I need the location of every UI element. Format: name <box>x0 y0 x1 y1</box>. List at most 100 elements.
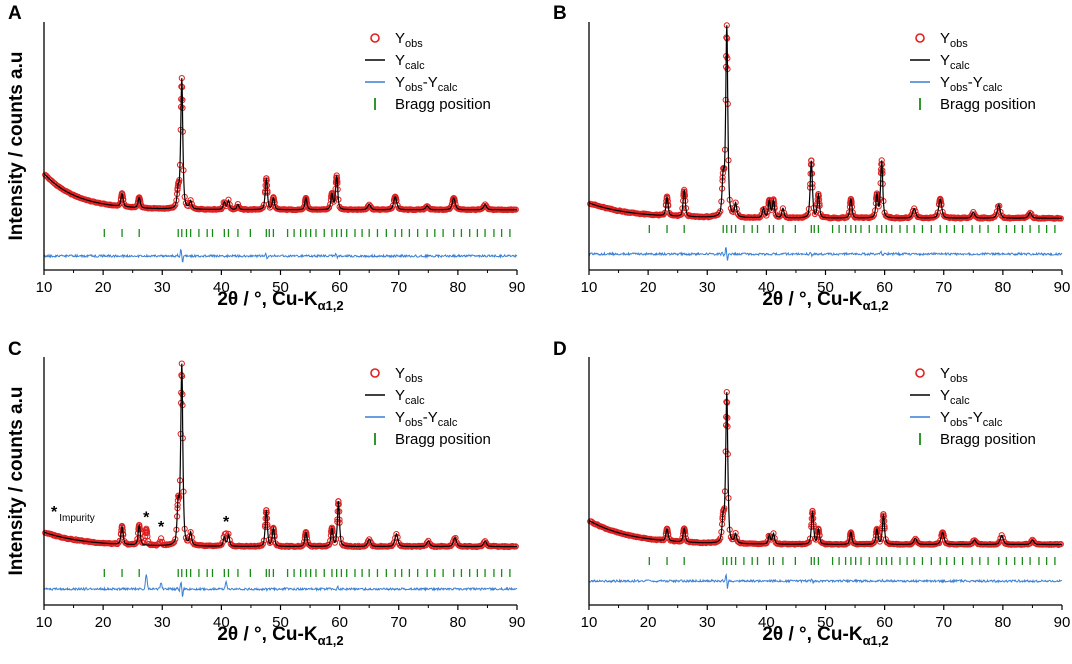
observed-point <box>158 535 165 542</box>
observed-point <box>143 530 151 537</box>
text-span: obs <box>405 373 423 385</box>
observed-data-series <box>587 389 1064 549</box>
text-span: Y <box>395 387 405 404</box>
x-tick-label: 40 <box>213 614 230 631</box>
impurity-marker: * <box>158 519 165 536</box>
observed-point <box>259 541 266 548</box>
x-tick-label: 20 <box>95 279 112 296</box>
observed-point <box>143 527 150 534</box>
text-span: Y <box>940 365 950 382</box>
observed-point <box>187 197 194 204</box>
observed-point <box>779 205 787 212</box>
text-span: calc <box>950 60 970 72</box>
text-span: Bragg position <box>395 431 491 448</box>
x-tick-label: 90 <box>1054 279 1071 296</box>
x-tick-label: 70 <box>390 279 407 296</box>
x-axis-label: 2θ / °, Cu-Kα1,2 <box>762 289 888 313</box>
observed-data-series <box>587 22 1064 222</box>
calculated-series-line <box>43 363 517 548</box>
x-tick-label: 40 <box>758 279 775 296</box>
legend-observed-marker <box>915 33 925 43</box>
impurity-marker: * <box>143 510 150 527</box>
difference-series-line <box>43 248 518 263</box>
x-tick-label: 70 <box>935 614 952 631</box>
x-tick-label: 30 <box>154 279 171 296</box>
x-tick-label: 50 <box>272 614 289 631</box>
text-span: Y <box>395 52 405 69</box>
observed-point <box>995 540 1002 547</box>
panel-letter: B <box>553 3 567 24</box>
text-span: α1,2 <box>863 298 889 313</box>
bragg-position-series <box>648 225 1056 233</box>
legend-label: Yobs-Ycalc <box>940 409 1003 429</box>
legend-label: Ycalc <box>940 387 970 407</box>
observed-point <box>331 539 338 546</box>
panel-letter: D <box>553 339 567 360</box>
x-tick-label: 10 <box>36 279 53 296</box>
observed-point <box>234 201 241 208</box>
x-tick-label: 90 <box>509 279 526 296</box>
legend-label: Yobs-Ycalc <box>395 409 458 429</box>
observed-point <box>933 212 940 219</box>
x-axis-label: 2θ / °, Cu-Kα1,2 <box>217 289 343 313</box>
observed-point <box>730 208 737 215</box>
legend-label: Bragg position <box>395 96 491 113</box>
text-span: obs <box>950 38 968 50</box>
observed-point <box>805 539 813 546</box>
y-axis-label: Intensity / counts a.u <box>6 52 27 241</box>
observed-point <box>869 213 876 220</box>
observed-point <box>259 204 266 211</box>
observed-point <box>763 212 770 219</box>
calculated-series-line <box>588 25 1062 219</box>
legend-label: Ycalc <box>395 387 425 407</box>
x-tick-label: 80 <box>450 279 467 296</box>
text-span: α1,2 <box>863 633 889 648</box>
legend-label: Bragg position <box>940 431 1036 448</box>
panel-letter: C <box>8 339 22 360</box>
difference-series-line <box>588 247 1063 261</box>
legend-label: Bragg position <box>395 431 491 448</box>
legend-label: Ycalc <box>940 52 970 72</box>
observed-point <box>452 534 459 542</box>
observed-point <box>299 541 307 549</box>
x-tick-label: 80 <box>450 614 467 631</box>
text-span: Y <box>395 30 405 47</box>
x-tick-label: 30 <box>699 279 716 296</box>
observed-point <box>266 204 273 211</box>
legend-label: Yobs-Ycalc <box>940 74 1003 94</box>
text-span: 2θ / °, Cu-K <box>762 624 862 645</box>
observed-point <box>844 212 852 219</box>
text-span: Y <box>395 365 405 382</box>
legend-label: Ycalc <box>395 52 425 72</box>
difference-series-line <box>588 572 1063 589</box>
observed-point <box>133 539 140 546</box>
text-span: obs <box>405 38 423 50</box>
observed-point <box>171 539 178 546</box>
text-span: calc <box>438 82 458 94</box>
observed-point <box>870 539 878 546</box>
x-tick-label: 70 <box>390 614 407 631</box>
text-span: obs <box>405 82 423 94</box>
x-tick-label: 80 <box>995 614 1012 631</box>
text-span: Bragg position <box>940 431 1036 448</box>
bragg-position-series <box>103 569 511 577</box>
x-axis-label: 2θ / °, Cu-Kα1,2 <box>217 624 343 648</box>
text-span: obs <box>950 82 968 94</box>
text-span: calc <box>405 60 425 72</box>
x-tick-label: 90 <box>509 614 526 631</box>
x-tick-label: 30 <box>699 614 716 631</box>
text-span: Y <box>395 74 405 91</box>
panel-letter: A <box>8 3 22 24</box>
x-tick-label: 60 <box>331 614 348 631</box>
x-tick-label: 50 <box>817 279 834 296</box>
text-span: calc <box>405 395 425 407</box>
x-tick-label: 70 <box>935 279 952 296</box>
legend-label: Yobs <box>940 365 968 385</box>
bragg-position-series <box>648 557 1056 565</box>
x-tick-label: 10 <box>581 614 598 631</box>
